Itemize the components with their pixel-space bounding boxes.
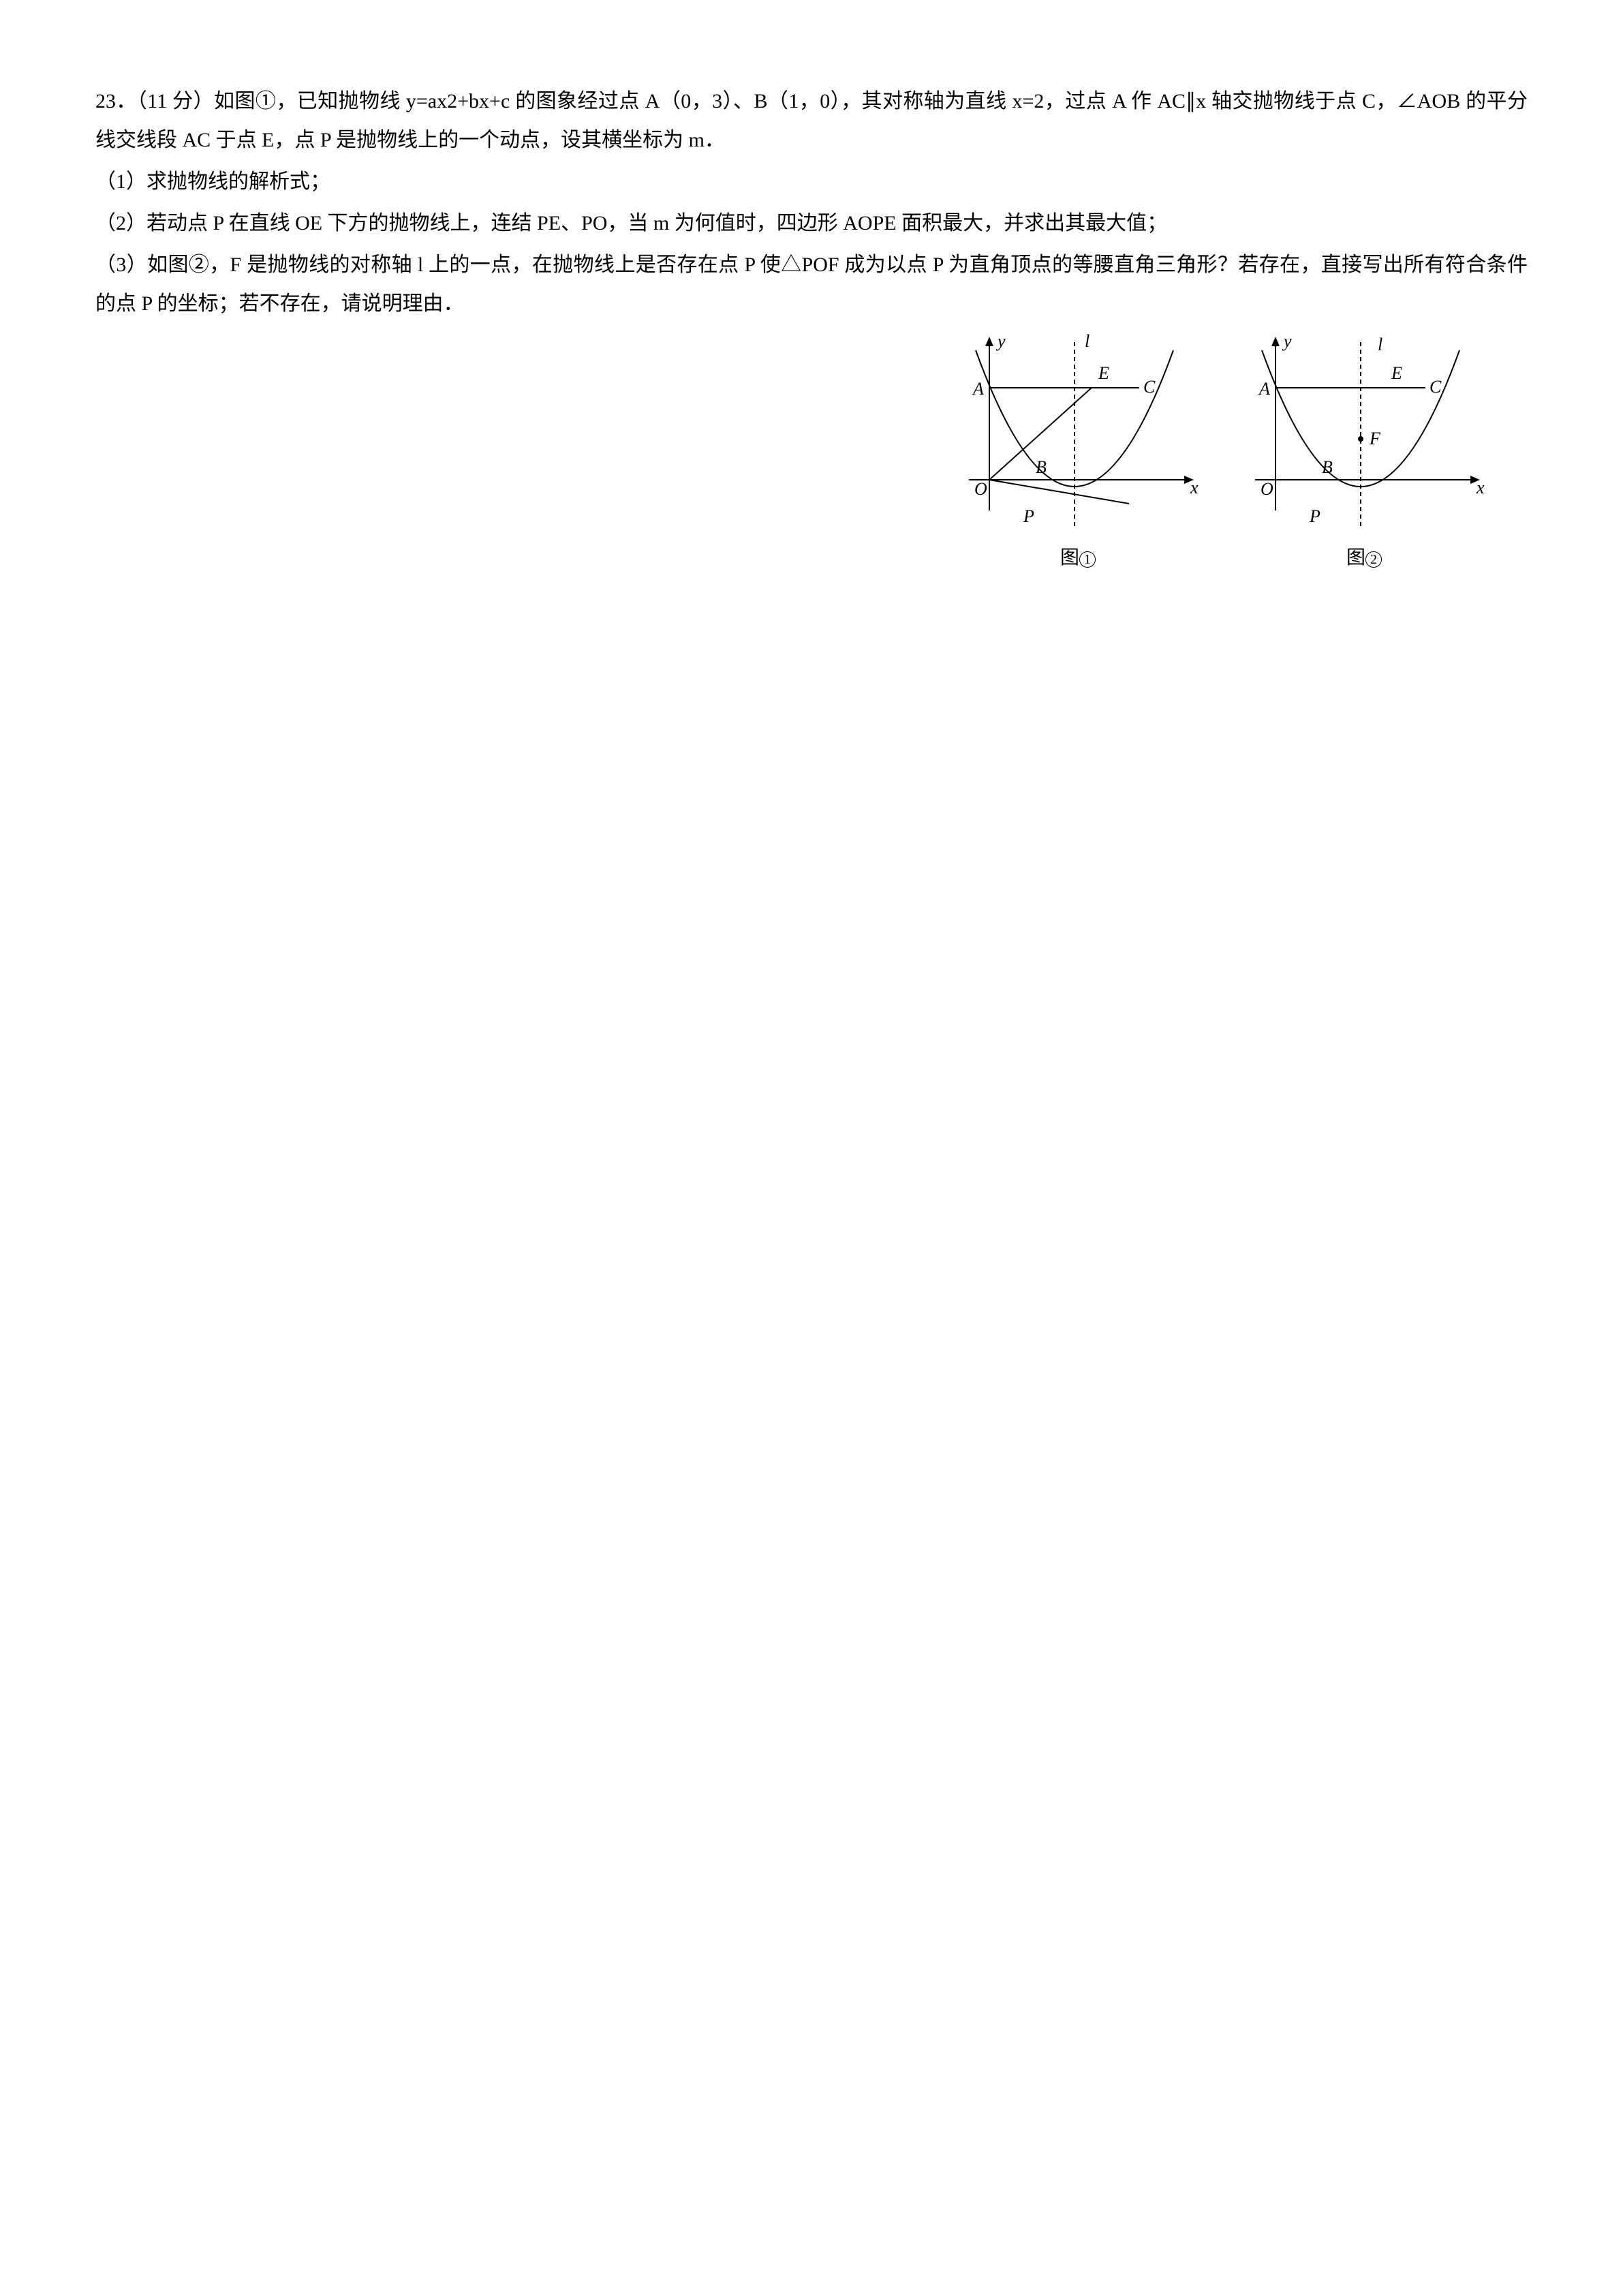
- problem-points: （11 分）: [137, 90, 214, 112]
- fig2-circled-num: 2: [1365, 551, 1382, 568]
- label-A: A: [1258, 379, 1270, 399]
- problem-number: 23．: [95, 90, 137, 112]
- label-x: x: [1190, 478, 1199, 498]
- question-3: （3）如图②，F 是抛物线的对称轴 l 上的一点，在抛物线上是否存在点 P 使△…: [95, 245, 1528, 323]
- label-C: C: [1143, 377, 1156, 397]
- fig1-label-text: 图: [1060, 547, 1079, 568]
- label-P: P: [1023, 506, 1034, 526]
- label-y: y: [1282, 331, 1292, 351]
- question-1: （1）求抛物线的解析式；: [95, 162, 1528, 201]
- figure-2-svg: y l x O A E C B F P: [1241, 330, 1487, 534]
- fig1-circled-num: 1: [1079, 551, 1096, 568]
- point-f: [1358, 436, 1363, 442]
- label-l: l: [1378, 335, 1382, 354]
- label-B: B: [1322, 457, 1333, 477]
- question-2: （2）若动点 P 在直线 OE 下方的抛物线上，连结 PE、PO，当 m 为何值…: [95, 204, 1528, 243]
- figures-row: y l x O A E C B P 图1: [95, 330, 1528, 576]
- label-P: P: [1309, 506, 1320, 526]
- figures-group: y l x O A E C B P 图1: [955, 330, 1487, 576]
- label-B: B: [1036, 457, 1047, 477]
- problem-content: 23．（11 分）如图①，已知抛物线 y=ax2+bx+c 的图象经过点 A（0…: [95, 82, 1528, 576]
- figure-1-wrapper: y l x O A E C B P 图1: [955, 330, 1201, 576]
- fig2-label-text: 图: [1346, 547, 1365, 568]
- label-C: C: [1429, 377, 1442, 397]
- figure-2-wrapper: y l x O A E C B F P 图2: [1241, 330, 1487, 576]
- label-x: x: [1476, 478, 1485, 498]
- figure-1-svg: y l x O A E C B P: [955, 330, 1201, 534]
- label-O: O: [1261, 479, 1273, 499]
- problem-intro: 23．（11 分）如图①，已知抛物线 y=ax2+bx+c 的图象经过点 A（0…: [95, 82, 1528, 159]
- figure-2-label: 图2: [1346, 540, 1382, 576]
- label-E: E: [1391, 363, 1402, 383]
- label-E: E: [1098, 363, 1109, 383]
- label-A: A: [972, 379, 984, 399]
- label-O: O: [974, 479, 987, 499]
- label-F: F: [1369, 429, 1381, 448]
- problem-intro-text: 如图①，已知抛物线 y=ax2+bx+c 的图象经过点 A（0，3）、B（1，0…: [95, 90, 1528, 151]
- label-y: y: [995, 331, 1006, 351]
- figure-1-label: 图1: [1060, 540, 1096, 576]
- label-l: l: [1085, 331, 1089, 351]
